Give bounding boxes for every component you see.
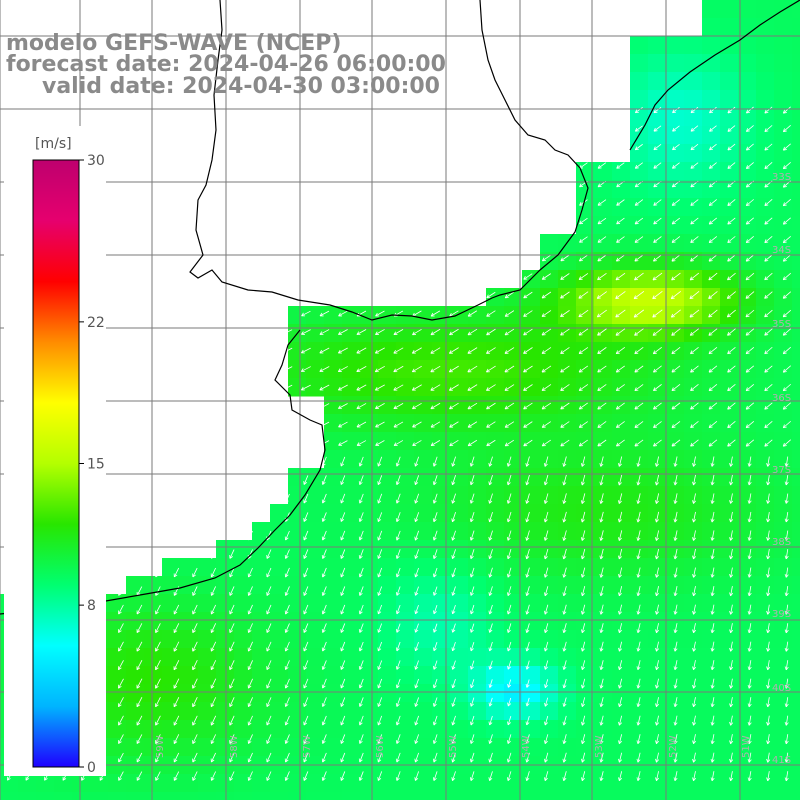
longitude-label: 51W [741, 735, 752, 758]
longitude-label: 58W [229, 735, 240, 758]
latitude-label: 41S [772, 755, 791, 766]
latitude-label: 39S [772, 609, 791, 620]
longitude-label: 53W [594, 735, 605, 758]
latitude-label: 34S [772, 245, 791, 256]
southern-coastline [0, 329, 326, 615]
latitude-label: 33S [772, 172, 791, 183]
longitude-label: 54W [521, 735, 532, 758]
latitude-label: 38S [772, 537, 791, 548]
longitude-label: 55W [448, 735, 459, 758]
forecast-date: forecast date: 2024-04-26 06:00:00 [6, 52, 446, 77]
northeast-coastline [629, 0, 800, 151]
latitude-label: 36S [772, 393, 791, 404]
latitude-label: 40S [772, 683, 791, 694]
coastline [189, 0, 589, 321]
latitude-labels: 33S 34S 35S 36S 37S 38S 39S 40S 41S [772, 172, 791, 766]
longitude-label: 56W [375, 735, 386, 758]
longitude-label: 59W [155, 735, 166, 758]
model-title: modelo GEFS-WAVE (NCEP) [6, 31, 342, 56]
valid-date: valid date: 2024-04-30 03:00:00 [42, 74, 440, 99]
longitude-label: 61W [8, 735, 19, 758]
longitude-label: 60W [82, 735, 93, 758]
longitude-label: 57W [302, 735, 313, 758]
latitude-label: 37S [772, 465, 791, 476]
latitude-label: 35S [772, 319, 791, 330]
longitude-label: 52W [668, 735, 679, 758]
